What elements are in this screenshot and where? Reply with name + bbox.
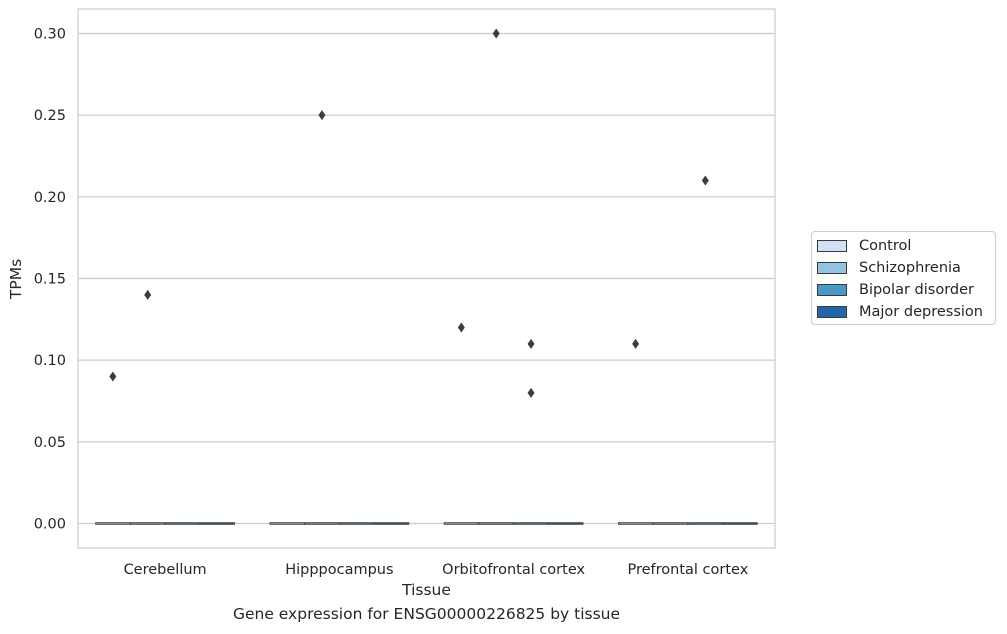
box-cerebellum-schizophrenia bbox=[130, 522, 166, 525]
legend-swatch-control bbox=[817, 240, 847, 252]
box-prefrontal-cortex-schizophrenia bbox=[652, 522, 689, 525]
box-hipppocampus-control bbox=[269, 522, 305, 525]
outlier-orbitofrontal-cortex-bipolar-disorder-1 bbox=[527, 387, 535, 398]
legend-item-schizophrenia: Schizophrenia bbox=[817, 259, 961, 277]
x-tick-prefrontal-cortex: Prefrontal cortex bbox=[627, 562, 748, 578]
legend: Control Schizophrenia Bipolar disorder M… bbox=[811, 231, 996, 325]
y-tick-0-25: 0.25 bbox=[34, 108, 66, 124]
outlier-hipppocampus-schizophrenia-0 bbox=[318, 110, 326, 121]
legend-swatch-schizophrenia bbox=[817, 262, 847, 274]
legend-label-control: Control bbox=[859, 238, 912, 254]
legend-item-major-depression: Major depression bbox=[817, 303, 983, 321]
box-orbitofrontal-cortex-bipolar-disorder bbox=[513, 522, 549, 525]
outlier-prefrontal-cortex-bipolar-disorder-0 bbox=[701, 175, 709, 186]
x-axis-label: Tissue bbox=[401, 581, 451, 599]
box-prefrontal-cortex-major-depression bbox=[722, 522, 758, 525]
chart-caption: Gene expression for ENSG00000226825 by t… bbox=[232, 605, 621, 623]
box-orbitofrontal-cortex-control bbox=[443, 522, 479, 525]
y-tick-0-30: 0.30 bbox=[34, 27, 66, 43]
outlier-cerebellum-control-0 bbox=[109, 371, 117, 382]
outlier-orbitofrontal-cortex-schizophrenia-0 bbox=[492, 28, 500, 39]
box-cerebellum-major-depression bbox=[199, 522, 235, 525]
box-hipppocampus-bipolar-disorder bbox=[339, 522, 375, 525]
box-prefrontal-cortex-bipolar-disorder bbox=[687, 522, 723, 525]
gridlines bbox=[78, 32, 775, 525]
y-tick-0-15: 0.15 bbox=[34, 272, 66, 288]
legend-label-schizophrenia: Schizophrenia bbox=[859, 260, 961, 276]
legend-swatch-bipolar-disorder bbox=[817, 284, 847, 296]
box-hipppocampus-major-depression bbox=[374, 522, 410, 525]
y-tick-0-20: 0.20 bbox=[34, 190, 66, 206]
box-orbitofrontal-cortex-major-depression bbox=[548, 522, 584, 525]
box-hipppocampus-schizophrenia bbox=[304, 522, 340, 525]
legend-label-bipolar-disorder: Bipolar disorder bbox=[859, 282, 974, 298]
x-tick-hipppocampus: Hipppocampus bbox=[285, 562, 393, 578]
outlier-cerebellum-schizophrenia-0 bbox=[144, 289, 152, 300]
box-cerebellum-bipolar-disorder bbox=[164, 522, 201, 525]
y-tick-labels: 0.00 0.05 0.10 0.15 0.20 0.25 0.30 bbox=[34, 27, 66, 533]
box-layer bbox=[95, 522, 758, 525]
box-prefrontal-cortex-control bbox=[618, 522, 654, 525]
y-tick-0-00: 0.00 bbox=[34, 517, 66, 533]
outlier-prefrontal-cortex-control-0 bbox=[632, 338, 640, 349]
y-axis-label: TPMs bbox=[7, 259, 25, 300]
box-cerebellum-control bbox=[95, 522, 131, 525]
outlier-orbitofrontal-cortex-bipolar-disorder-0 bbox=[527, 338, 535, 349]
plot-frame bbox=[77, 8, 776, 549]
outlier-orbitofrontal-cortex-control-0 bbox=[457, 322, 465, 333]
box-orbitofrontal-cortex-schizophrenia bbox=[478, 522, 514, 525]
legend-label-major-depression: Major depression bbox=[859, 304, 983, 320]
outlier-layer bbox=[109, 28, 709, 398]
x-tick-orbitofrontal-cortex: Orbitofrontal cortex bbox=[442, 562, 585, 578]
legend-item-control: Control bbox=[817, 237, 911, 255]
y-tick-0-10: 0.10 bbox=[34, 353, 66, 369]
legend-swatch-major-depression bbox=[817, 306, 847, 318]
x-tick-cerebellum: Cerebellum bbox=[124, 562, 207, 578]
y-tick-0-05: 0.05 bbox=[34, 435, 66, 451]
legend-item-bipolar-disorder: Bipolar disorder bbox=[817, 281, 974, 299]
x-tick-labels: Cerebellum Hipppocampus Orbitofrontal cort… bbox=[124, 562, 749, 578]
